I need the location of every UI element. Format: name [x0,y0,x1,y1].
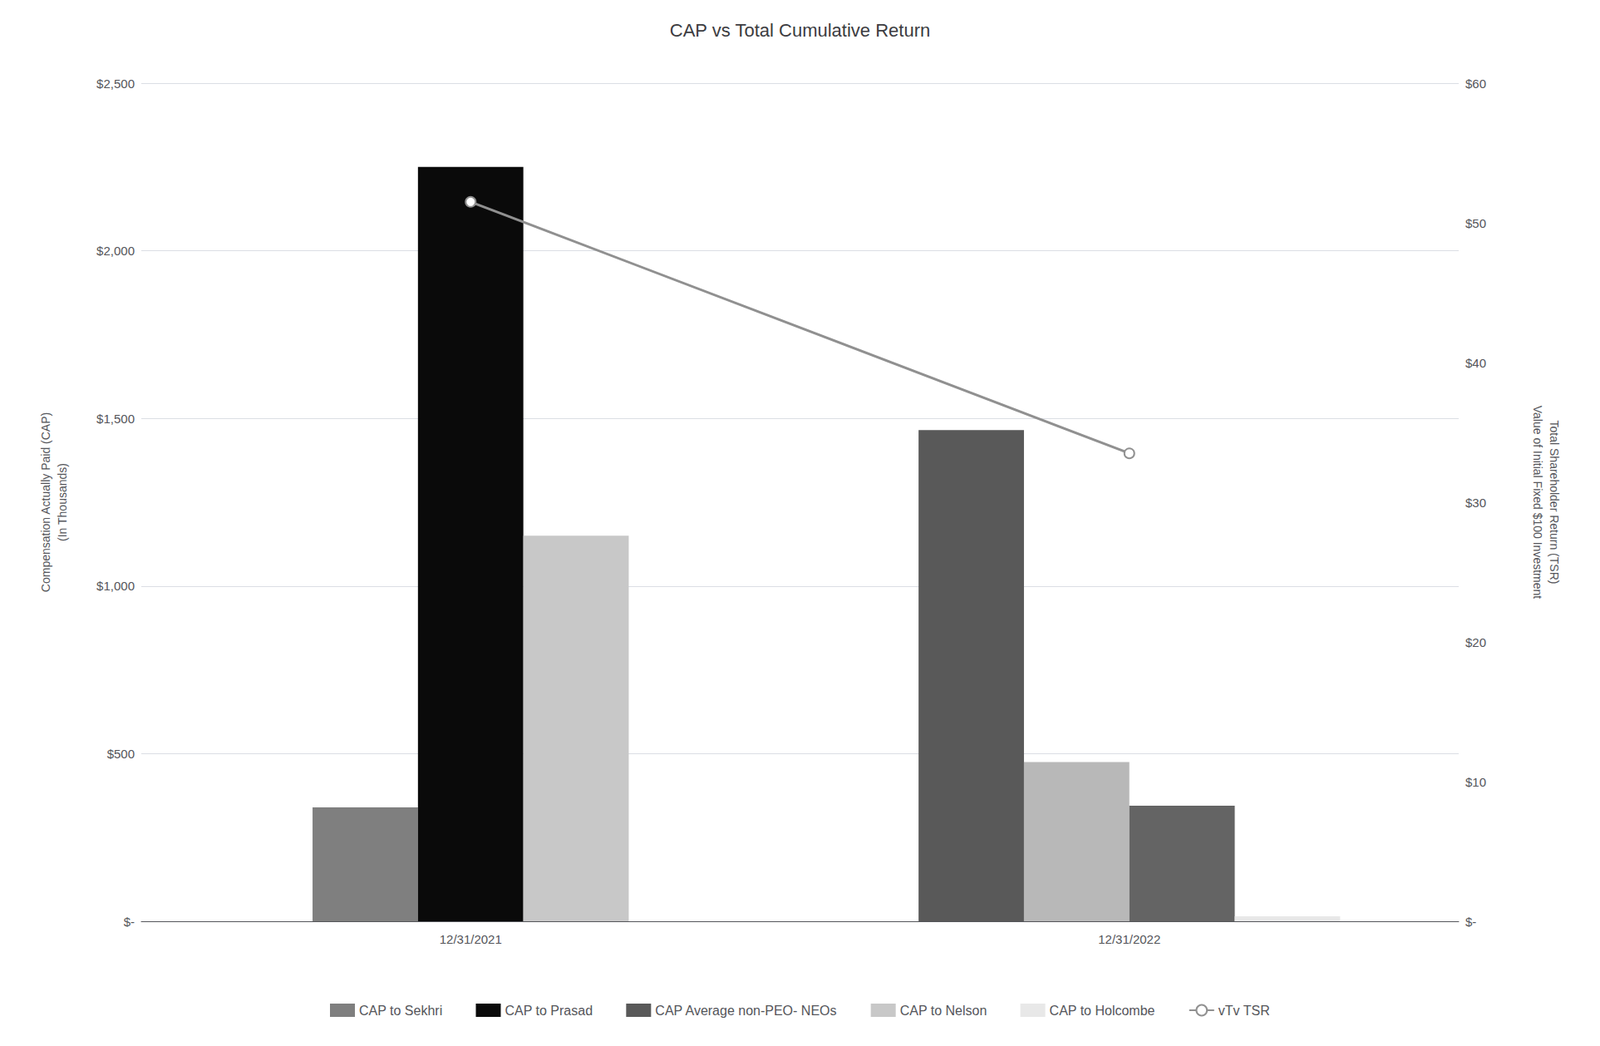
svg-text:$1,000: $1,000 [96,578,135,593]
svg-text:12/31/2022: 12/31/2022 [1097,931,1161,946]
svg-text:CAP vs Total Cumulative Return: CAP vs Total Cumulative Return [669,19,931,41]
svg-text:CAP to Prasad: CAP to Prasad [504,1003,593,1018]
svg-text:$1,500: $1,500 [96,411,135,426]
svg-text:$20: $20 [1465,635,1487,650]
svg-text:$-: $- [1465,914,1477,929]
svg-text:Total Shareholder Return (TSR): Total Shareholder Return (TSR) [1547,420,1561,585]
svg-text:CAP to Nelson: CAP to Nelson [900,1003,988,1018]
svg-text:$2,500: $2,500 [96,76,135,91]
svg-text:12/31/2021: 12/31/2021 [439,931,503,946]
svg-text:CAP to Holcombe: CAP to Holcombe [1049,1003,1156,1018]
svg-text:$-: $- [123,914,135,929]
svg-text:$500: $500 [107,746,135,761]
svg-text:$10: $10 [1465,774,1487,789]
svg-text:CAP to Sekhri: CAP to Sekhri [359,1003,443,1018]
svg-text:(In Thousands): (In Thousands) [55,462,69,542]
svg-text:Value of Initial Fixed $100 In: Value of Initial Fixed $100 Investment [1531,405,1545,600]
svg-text:vTv TSR: vTv TSR [1218,1003,1271,1018]
svg-text:Compensation Actually Paid (CA: Compensation Actually Paid (CAP) [39,412,53,592]
svg-text:$60: $60 [1465,76,1487,91]
svg-text:CAP Average non-PEO- NEOs: CAP Average non-PEO- NEOs [654,1003,837,1018]
svg-text:$40: $40 [1465,355,1487,370]
svg-text:$2,000: $2,000 [96,243,135,258]
svg-text:$30: $30 [1465,495,1487,510]
svg-text:$50: $50 [1465,216,1487,231]
